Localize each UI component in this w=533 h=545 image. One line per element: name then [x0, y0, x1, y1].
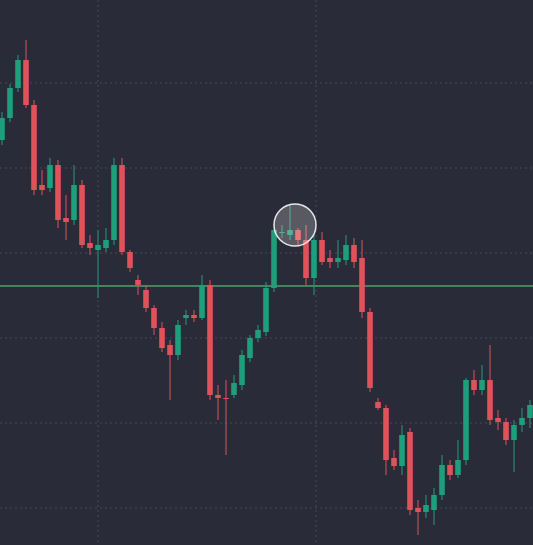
candle-body [199, 285, 205, 318]
candle-body [511, 425, 517, 440]
candle-body [111, 165, 117, 240]
candle-body [375, 402, 381, 408]
candle-body [303, 240, 309, 278]
candle-body [79, 185, 85, 245]
candle-body [207, 285, 213, 395]
candle-body [87, 243, 93, 248]
candle-body [479, 380, 485, 390]
candle-body [351, 245, 357, 262]
candle-body [311, 240, 317, 278]
candle-body [71, 185, 77, 220]
candle-body [503, 422, 509, 440]
candle-body [15, 60, 21, 88]
candle-body [183, 315, 189, 318]
candle-body [63, 218, 69, 222]
candle-body [295, 230, 301, 240]
candle-body [159, 328, 165, 348]
candle-body [247, 338, 253, 358]
candle-body [359, 258, 365, 312]
candle-body [367, 312, 373, 388]
candle-body [135, 280, 141, 285]
candles [0, 40, 533, 535]
candle-body [399, 435, 405, 466]
candle-body [463, 380, 469, 460]
candle-body [39, 185, 45, 190]
candle-body [55, 165, 61, 220]
candle-body [263, 288, 269, 332]
candle-body [423, 505, 429, 512]
candle-body [271, 230, 277, 288]
candle-body [119, 165, 125, 252]
candle-body [255, 330, 261, 338]
candle-body [7, 88, 13, 118]
candle-body [191, 315, 197, 318]
candle-body [279, 232, 285, 233]
candle-body [0, 118, 5, 140]
candle-body [23, 60, 29, 105]
candle-body [447, 465, 453, 475]
candle-body [31, 105, 37, 190]
candle-body [383, 408, 389, 460]
candle-body [527, 405, 533, 418]
candle-body [167, 345, 173, 355]
candle-body [455, 460, 461, 475]
candle-body [431, 495, 437, 510]
candle-body [407, 432, 413, 510]
candle-body [391, 458, 397, 466]
candle-body [519, 418, 525, 425]
candle-body [439, 465, 445, 495]
candle-body [143, 290, 149, 308]
candle-body [287, 230, 293, 235]
candle-body [495, 418, 501, 422]
candle-body [95, 245, 101, 250]
candle-body [127, 252, 133, 268]
candle-body [47, 165, 53, 188]
candle-body [415, 508, 421, 512]
candle-body [151, 308, 157, 328]
candle-body [343, 245, 349, 260]
candle-body [103, 240, 109, 248]
candle-body [223, 398, 229, 399]
candle-body [335, 258, 341, 262]
candle-body [215, 395, 221, 398]
candle-body [471, 380, 477, 390]
candle-body [239, 355, 245, 385]
candle-body [327, 258, 333, 262]
candle-body [319, 240, 325, 262]
candle-body [231, 383, 237, 395]
candle-body [175, 325, 181, 355]
candle-body [487, 380, 493, 420]
highlight-circle [273, 203, 317, 247]
